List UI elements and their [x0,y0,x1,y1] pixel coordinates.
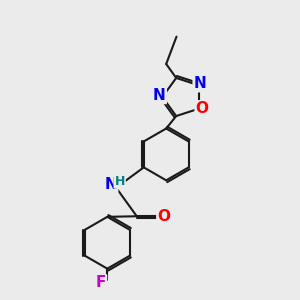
Text: O: O [157,209,170,224]
Text: N: N [104,177,117,192]
Text: F: F [96,275,106,290]
Text: O: O [196,101,208,116]
Text: N: N [194,76,206,91]
Text: N: N [153,88,166,103]
Text: H: H [115,175,125,188]
